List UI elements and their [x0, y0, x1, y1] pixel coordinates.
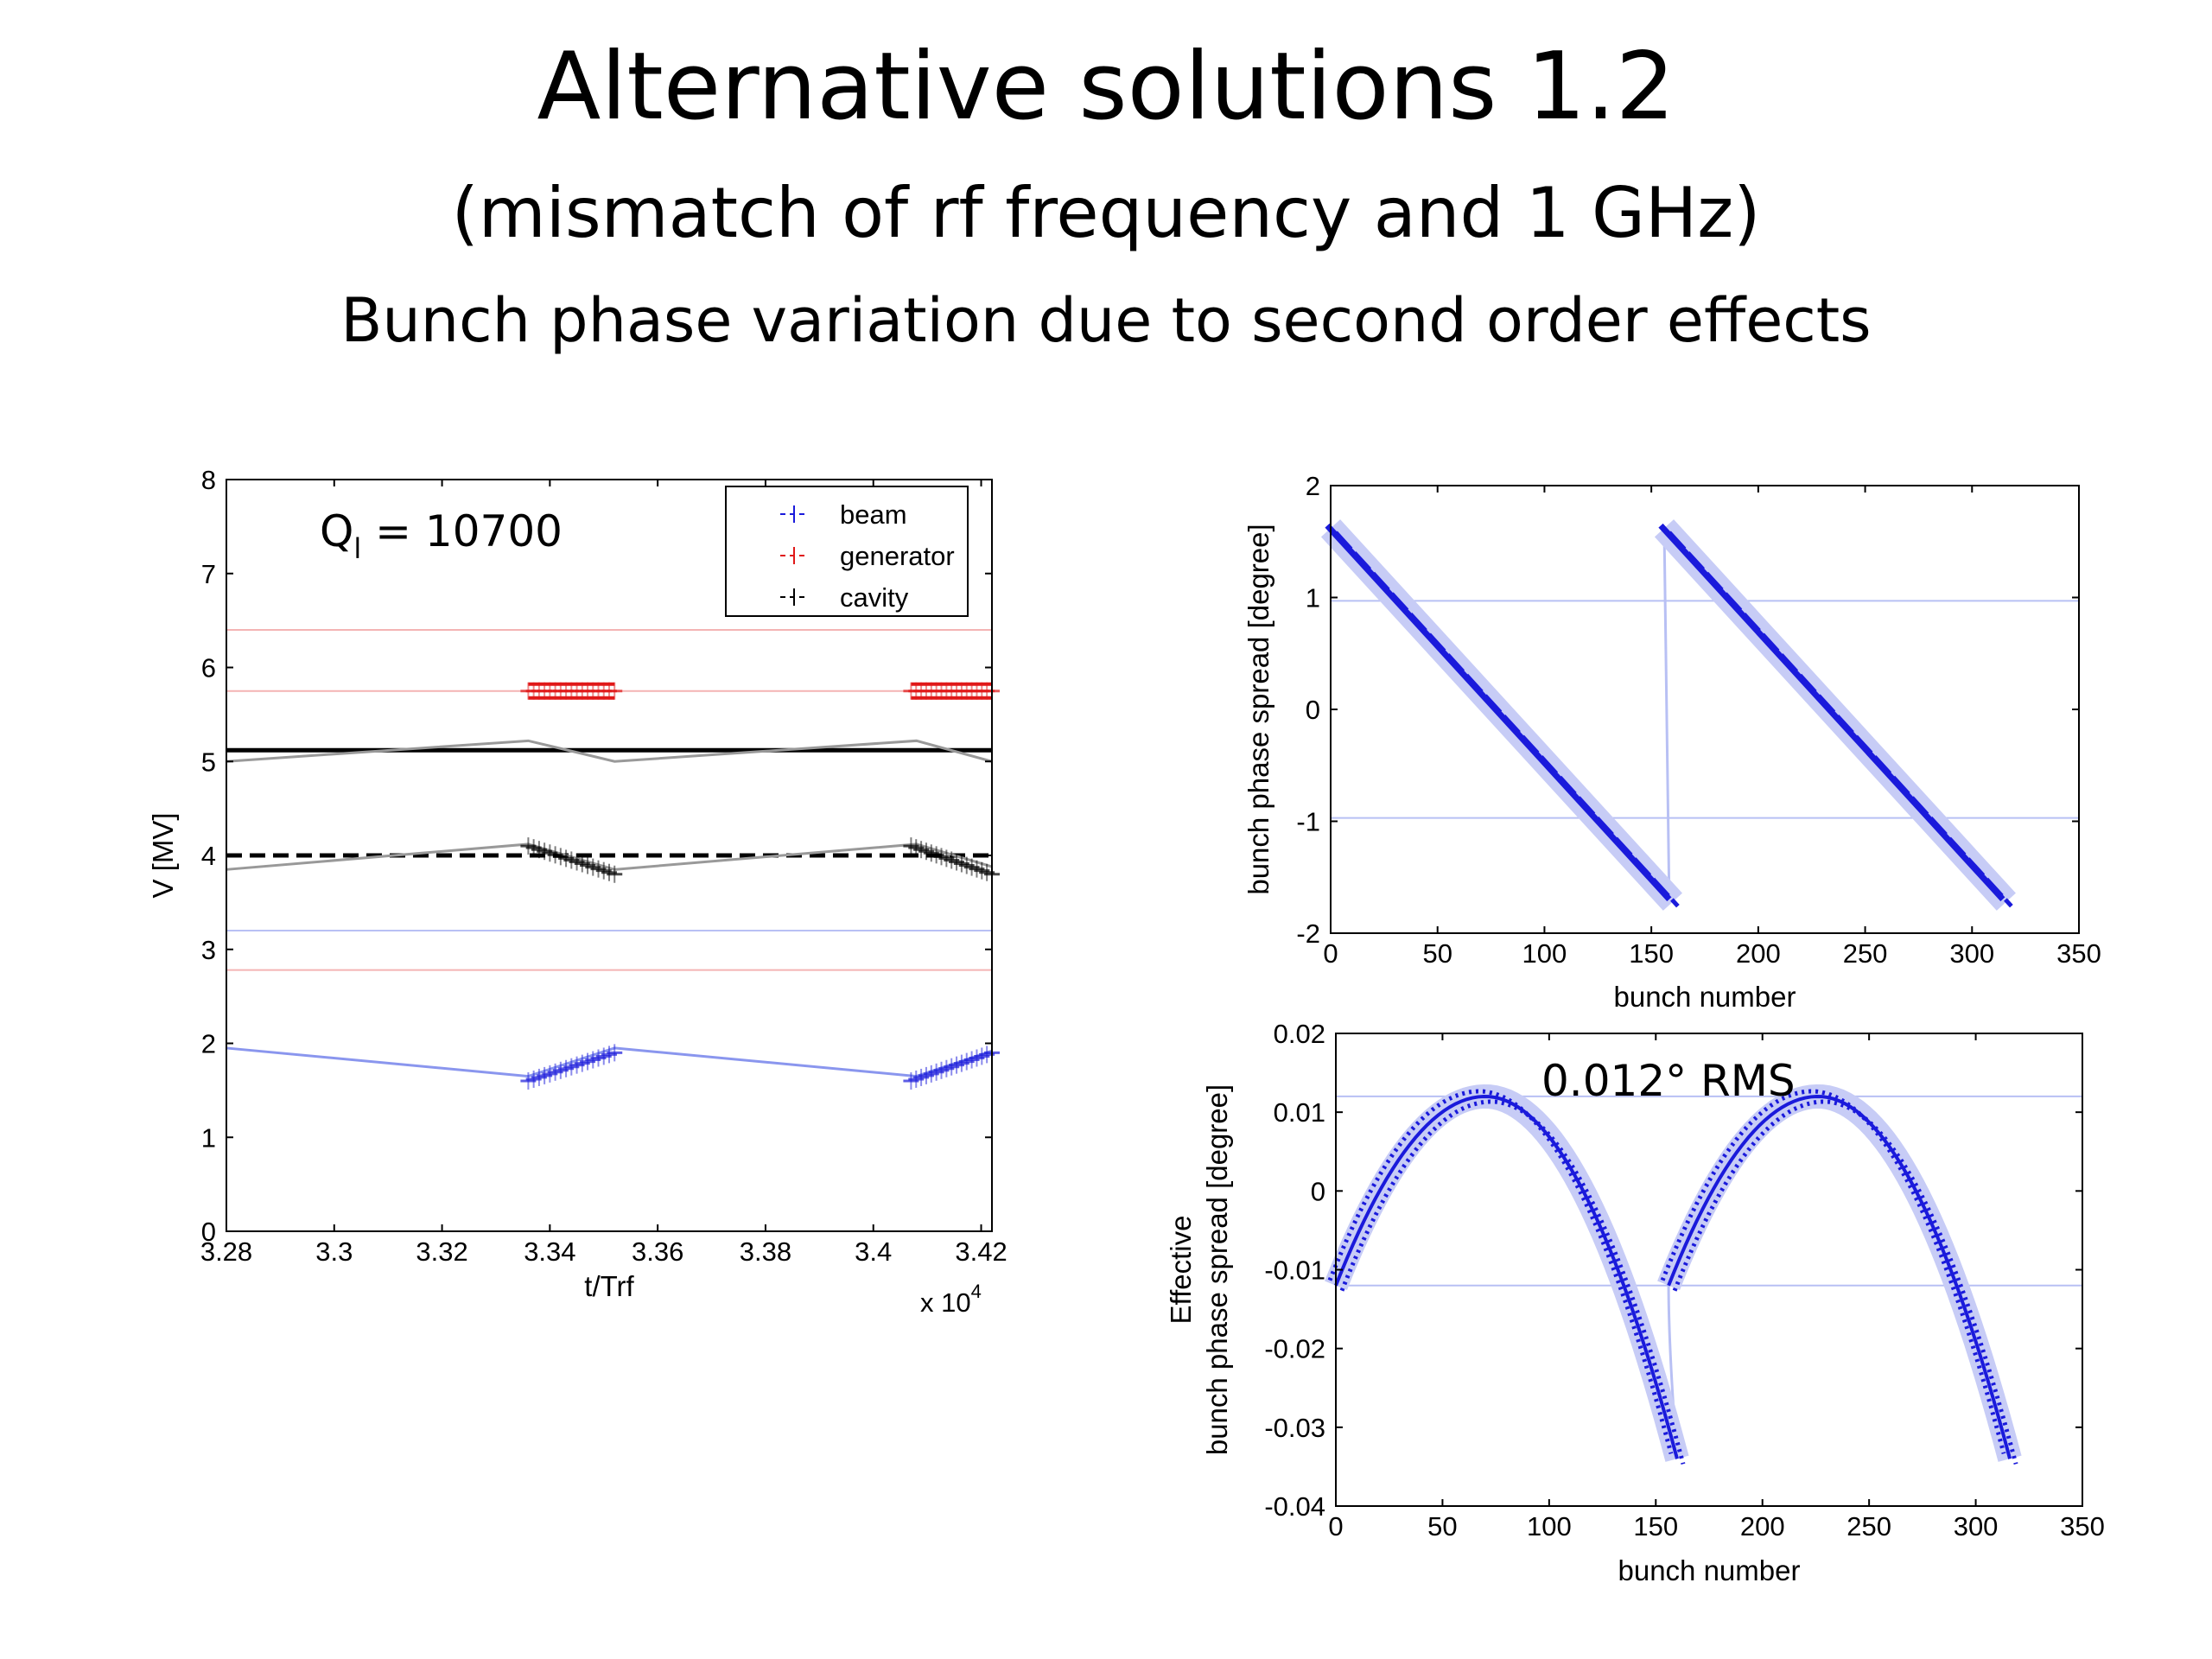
x-tick-label: 3.42 — [955, 1236, 1007, 1267]
y-tick-label: 2 — [1306, 471, 1320, 501]
y-tick-label: 2 — [201, 1029, 216, 1059]
phase-spread-chart: 0 50 100 150 200 250 300 350 -2 -1 0 1 2 bunch number… — [1243, 471, 2101, 1013]
x-tick-label: 250 — [1847, 1511, 1891, 1541]
x-tick-label: 50 — [1427, 1511, 1457, 1541]
x-tick-label: 50 — [1422, 938, 1452, 969]
x-tick-label: 150 — [1633, 1511, 1678, 1541]
y-tick-label: 0 — [1311, 1176, 1325, 1206]
x-tick-label: 3.28 — [200, 1236, 252, 1267]
y-tick-label: -2 — [1296, 918, 1320, 949]
effective-phase-band — [1657, 1084, 2022, 1462]
y-tick-label: -0.01 — [1264, 1255, 1325, 1286]
y-tick-label: -0.02 — [1264, 1334, 1325, 1364]
q-annotation: Ql = 10700 — [320, 506, 563, 565]
y-tick-label: 0 — [1306, 695, 1320, 725]
effective-phase-band — [1325, 1084, 1689, 1462]
effective-phase-series-line — [1667, 1094, 2012, 1459]
y-tick-label: 7 — [201, 559, 216, 589]
x-tick-label: 300 — [1949, 938, 1994, 969]
x-tick-label: 3.36 — [632, 1236, 683, 1267]
legend-entry-beam: beam — [840, 499, 907, 530]
x-tick-label: 3.38 — [740, 1236, 791, 1267]
slide-title: Alternative solutions 1.2 — [537, 33, 1675, 141]
y-tick-label: -1 — [1296, 807, 1320, 837]
phase-jump-line — [1662, 528, 1671, 902]
y-tick-label: 0.01 — [1274, 1097, 1325, 1128]
y-axis-label-line1: Effective — [1165, 1216, 1197, 1325]
x-tick-label: 150 — [1629, 938, 1674, 969]
x-multiplier-exponent: 4 — [971, 1281, 982, 1302]
y-tick-label: 8 — [201, 465, 216, 495]
cavity-envelope-line — [226, 739, 993, 763]
slide-subtitle-2: Bunch phase variation due to second orde… — [340, 285, 1872, 356]
x-tick-label: 100 — [1522, 938, 1567, 969]
x-tick-label: 3.32 — [416, 1236, 467, 1267]
y-tick-label: 4 — [201, 841, 216, 871]
y-tick-label: 0 — [201, 1217, 216, 1247]
y-tick-label: 3 — [201, 935, 216, 965]
x-axis-label: bunch number — [1614, 981, 1796, 1013]
y-tick-label: -0.04 — [1264, 1491, 1325, 1522]
legend-entry-generator: generator — [840, 541, 955, 571]
effective-phase-series-line — [1334, 1094, 1679, 1459]
phase-series-line — [1334, 531, 1680, 908]
y-axis-label: V [MV] — [147, 812, 179, 898]
y-tick-label: -0.03 — [1264, 1413, 1325, 1443]
voltage-chart: 3.28 3.3 3.32 3.34 3.36 3.38 3.4 3.42 0 1 2 3 4 5 6 7 8 t… — [147, 465, 1007, 1318]
x-tick-label: 350 — [2056, 938, 2101, 969]
y-axis-label: bunch phase spread [degree] — [1243, 524, 1274, 894]
phase-series-line — [1668, 531, 2013, 908]
x-tick-label: 3.34 — [524, 1236, 575, 1267]
q-annotation-main: Q — [320, 506, 353, 556]
legend-box — [725, 486, 969, 617]
x-axis-label: t/Trf — [584, 1270, 634, 1302]
x-tick-label: 200 — [1740, 1511, 1785, 1541]
y-axis-label-line2: bunch phase spread [degree] — [1201, 1084, 1233, 1455]
x-tick-label: 200 — [1736, 938, 1781, 969]
x-tick-label: 3.4 — [855, 1236, 892, 1267]
x-tick-label: 350 — [2060, 1511, 2105, 1541]
y-tick-label: 0.02 — [1274, 1019, 1325, 1049]
effective-phase-spread-chart: 0 50 100 150 200 250 300 350 -0.04 -0.03 -0.02 -0.0… — [1165, 1019, 2105, 1586]
x-tick-label: 0 — [1323, 938, 1338, 969]
x-tick-label: 3.3 — [315, 1236, 353, 1267]
x-tick-label: 0 — [1328, 1511, 1343, 1541]
y-tick-label: 1 — [1306, 583, 1320, 613]
x-tick-label: 250 — [1843, 938, 1888, 969]
q-annotation-value: = 10700 — [361, 506, 563, 556]
x-tick-label: 300 — [1954, 1511, 1999, 1541]
x-multiplier-base: x 10 — [920, 1287, 971, 1318]
y-tick-label: 1 — [201, 1122, 216, 1153]
slide-subtitle: (mismatch of rf frequency and 1 GHz) — [451, 173, 1761, 253]
rms-annotation: 0.012° RMS — [1541, 1056, 1796, 1106]
x-tick-label: 100 — [1527, 1511, 1572, 1541]
legend: beam generator cavity — [725, 486, 969, 617]
y-tick-label: 5 — [201, 747, 216, 777]
q-annotation-sub: l — [353, 532, 361, 565]
legend-entry-cavity: cavity — [840, 582, 909, 613]
x-axis-label: bunch number — [1618, 1554, 1801, 1586]
y-tick-label: 6 — [201, 653, 216, 683]
x-multiplier-label: x 104 — [920, 1281, 982, 1318]
